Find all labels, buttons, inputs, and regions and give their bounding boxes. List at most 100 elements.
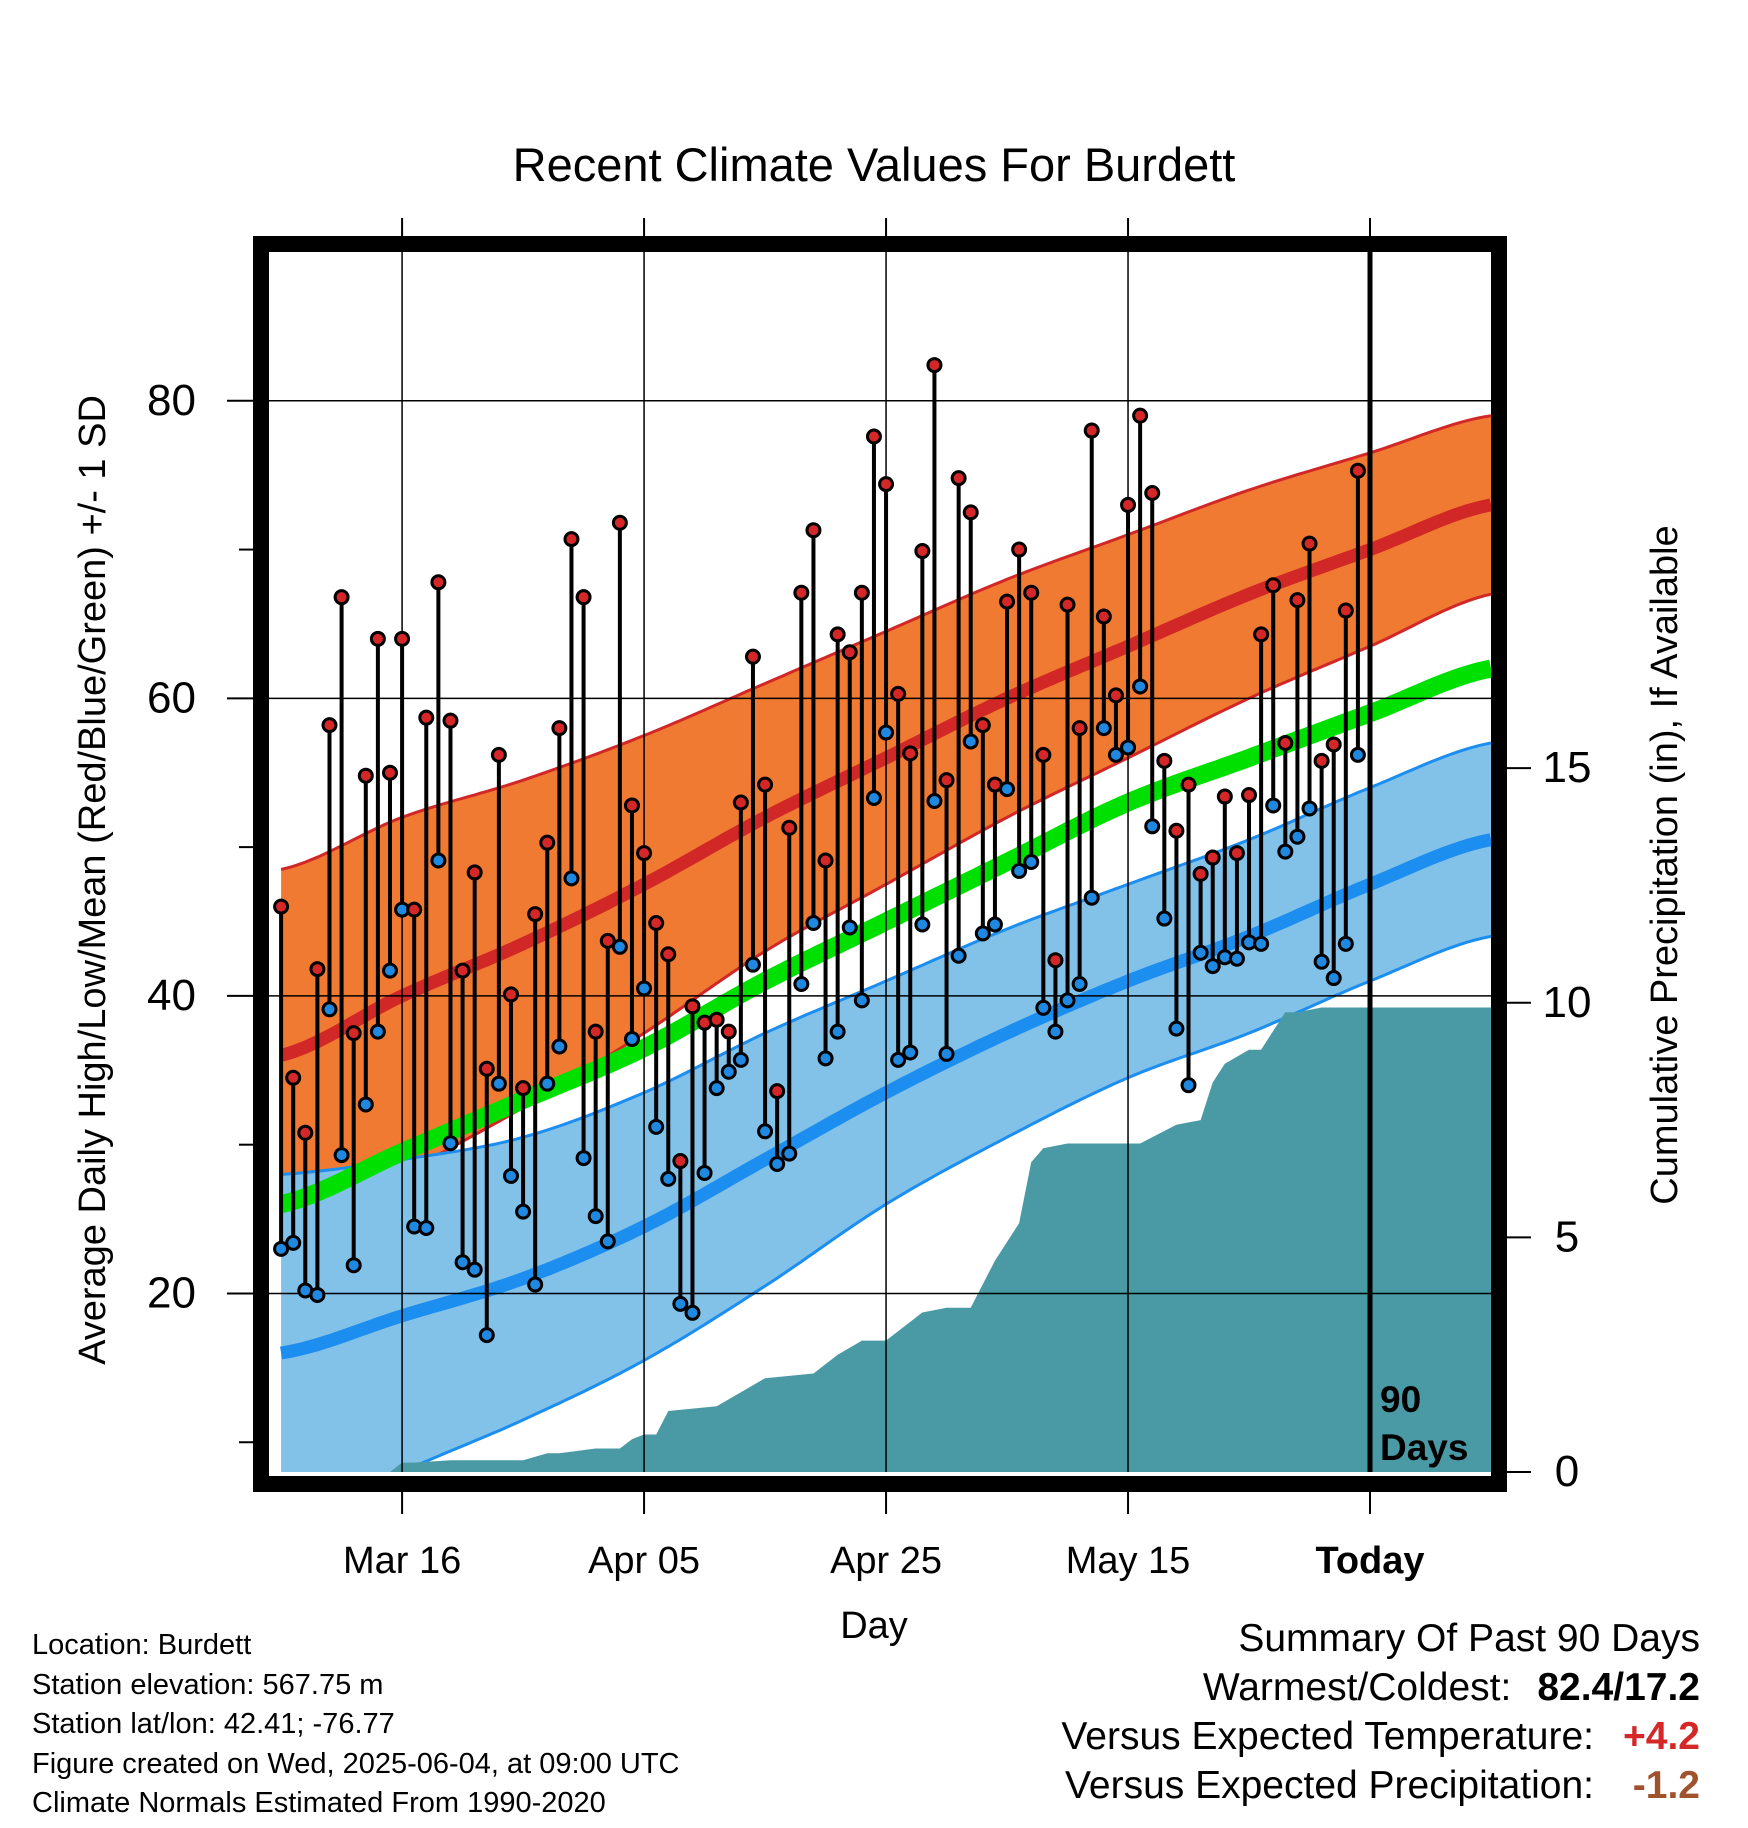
high-temp-point (890, 685, 907, 702)
high-temp-point (515, 1080, 532, 1097)
low-temp-point (273, 1240, 290, 1257)
low-temp-point (1228, 950, 1245, 967)
x-tick-label: Apr 05 (588, 1540, 700, 1582)
high-temp-point (381, 764, 398, 781)
y2-tick-label: 10 (1543, 978, 1592, 1027)
y2-tick-label: 0 (1555, 1447, 1579, 1496)
warmest-value: 82.4/17.2 (1537, 1666, 1700, 1709)
high-temp-point (309, 961, 326, 978)
low-temp-point (369, 1023, 386, 1040)
low-temp-point (999, 781, 1016, 798)
high-temp-point (1204, 849, 1221, 866)
high-temp-point (539, 834, 556, 851)
warmest-label: Warmest/Coldest: (1202, 1666, 1512, 1709)
low-temp-point (853, 992, 870, 1009)
high-temp-point (757, 776, 774, 793)
low-temp-point (817, 1050, 834, 1067)
high-temp-point (490, 746, 507, 763)
low-temp-point (769, 1156, 786, 1173)
high-temp-point (587, 1023, 604, 1040)
low-temp-point (720, 1063, 737, 1080)
high-temp-point (333, 589, 350, 606)
high-temp-point (406, 901, 423, 918)
low-temp-point (950, 947, 967, 964)
high-temp-point (1083, 422, 1100, 439)
plot-frame (253, 236, 1507, 1492)
low-temp-point (902, 1044, 919, 1061)
low-temp-point (611, 938, 628, 955)
high-temp-point (829, 626, 846, 643)
low-temp-point (1095, 720, 1112, 737)
low-temp-point (938, 1045, 955, 1062)
high-temp-point (1277, 734, 1294, 751)
high-temp-point (297, 1124, 314, 1141)
high-temp-point (817, 852, 834, 869)
low-temp-point (551, 1038, 568, 1055)
low-temp-point (454, 1254, 471, 1271)
location-text: Location: Burdett (32, 1629, 252, 1661)
high-temp-point (599, 932, 616, 949)
low-temp-point (1265, 797, 1282, 814)
y2-tick-label: 15 (1543, 743, 1592, 792)
precip-row: Versus Expected Precipitation: -1.2 (1061, 1761, 1700, 1810)
high-temp-point (769, 1083, 786, 1100)
high-temp-point (684, 998, 701, 1015)
high-temp-point (1180, 776, 1197, 793)
low-temp-point (478, 1327, 495, 1344)
high-temp-point (575, 589, 592, 606)
high-temp-point (1325, 736, 1342, 753)
high-temp-point (454, 962, 471, 979)
high-temp-point (636, 845, 653, 862)
low-temp-point (357, 1096, 374, 1113)
low-temp-point (466, 1261, 483, 1278)
low-temp-point (672, 1295, 689, 1312)
low-temp-point (878, 724, 895, 741)
high-temp-point (938, 772, 955, 789)
high-temp-point (1241, 787, 1258, 804)
high-temp-point (623, 797, 640, 814)
low-temp-point (345, 1257, 362, 1274)
high-temp-point (732, 794, 749, 811)
high-temp-point (648, 915, 665, 931)
low-temp-point (1301, 800, 1318, 817)
low-temp-point (1132, 678, 1149, 695)
y-tick-label: 40 (147, 971, 196, 1020)
y-tick-label: 80 (147, 376, 196, 425)
low-temp-point (1023, 854, 1040, 870)
low-temp-point (841, 919, 858, 936)
low-temp-point (914, 916, 931, 933)
x-tick-label: Today (1315, 1540, 1424, 1582)
high-temp-point (672, 1153, 689, 1170)
low-temp-point (527, 1276, 544, 1293)
high-temp-point (914, 543, 931, 560)
high-temp-point (660, 946, 677, 963)
high-temp-point (720, 1023, 737, 1040)
low-temp-point (926, 793, 943, 809)
low-temp-point (865, 790, 882, 807)
today-days-label: Days (1380, 1427, 1468, 1468)
low-temp-point (974, 925, 991, 942)
low-temp-point (539, 1075, 556, 1092)
y-tick-label: 20 (147, 1268, 196, 1317)
high-temp-point (805, 522, 822, 539)
high-temp-point (865, 428, 882, 445)
high-temp-point (902, 745, 919, 762)
high-temp-point (1337, 602, 1354, 619)
low-temp-point (744, 956, 761, 973)
high-temp-point (1059, 596, 1076, 613)
low-temp-point (708, 1080, 725, 1097)
high-temp-point (442, 712, 459, 729)
low-temp-point (502, 1167, 519, 1184)
low-temp-point (962, 733, 979, 750)
high-temp-point (781, 819, 798, 836)
low-temp-point (1071, 976, 1088, 992)
high-temp-point (1132, 407, 1149, 424)
low-temp-point (986, 916, 1003, 933)
low-temp-point (1059, 992, 1076, 1009)
low-temp-point (684, 1304, 701, 1321)
x-tick-label: Apr 25 (830, 1540, 942, 1582)
high-temp-point (1265, 577, 1282, 594)
low-temp-point (575, 1150, 592, 1167)
high-temp-point (357, 767, 374, 784)
